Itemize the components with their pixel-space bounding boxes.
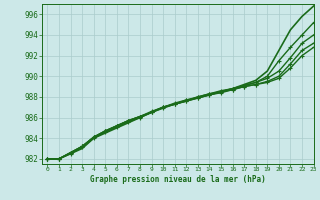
X-axis label: Graphe pression niveau de la mer (hPa): Graphe pression niveau de la mer (hPa) [90,175,266,184]
